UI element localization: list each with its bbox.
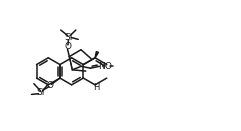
Polygon shape bbox=[95, 51, 99, 58]
Text: Si: Si bbox=[36, 88, 45, 97]
Text: N: N bbox=[98, 62, 105, 71]
Text: O: O bbox=[65, 42, 72, 51]
Text: Si: Si bbox=[65, 33, 73, 42]
Text: O: O bbox=[47, 81, 54, 90]
Text: O: O bbox=[104, 62, 111, 71]
Text: H: H bbox=[93, 83, 100, 92]
